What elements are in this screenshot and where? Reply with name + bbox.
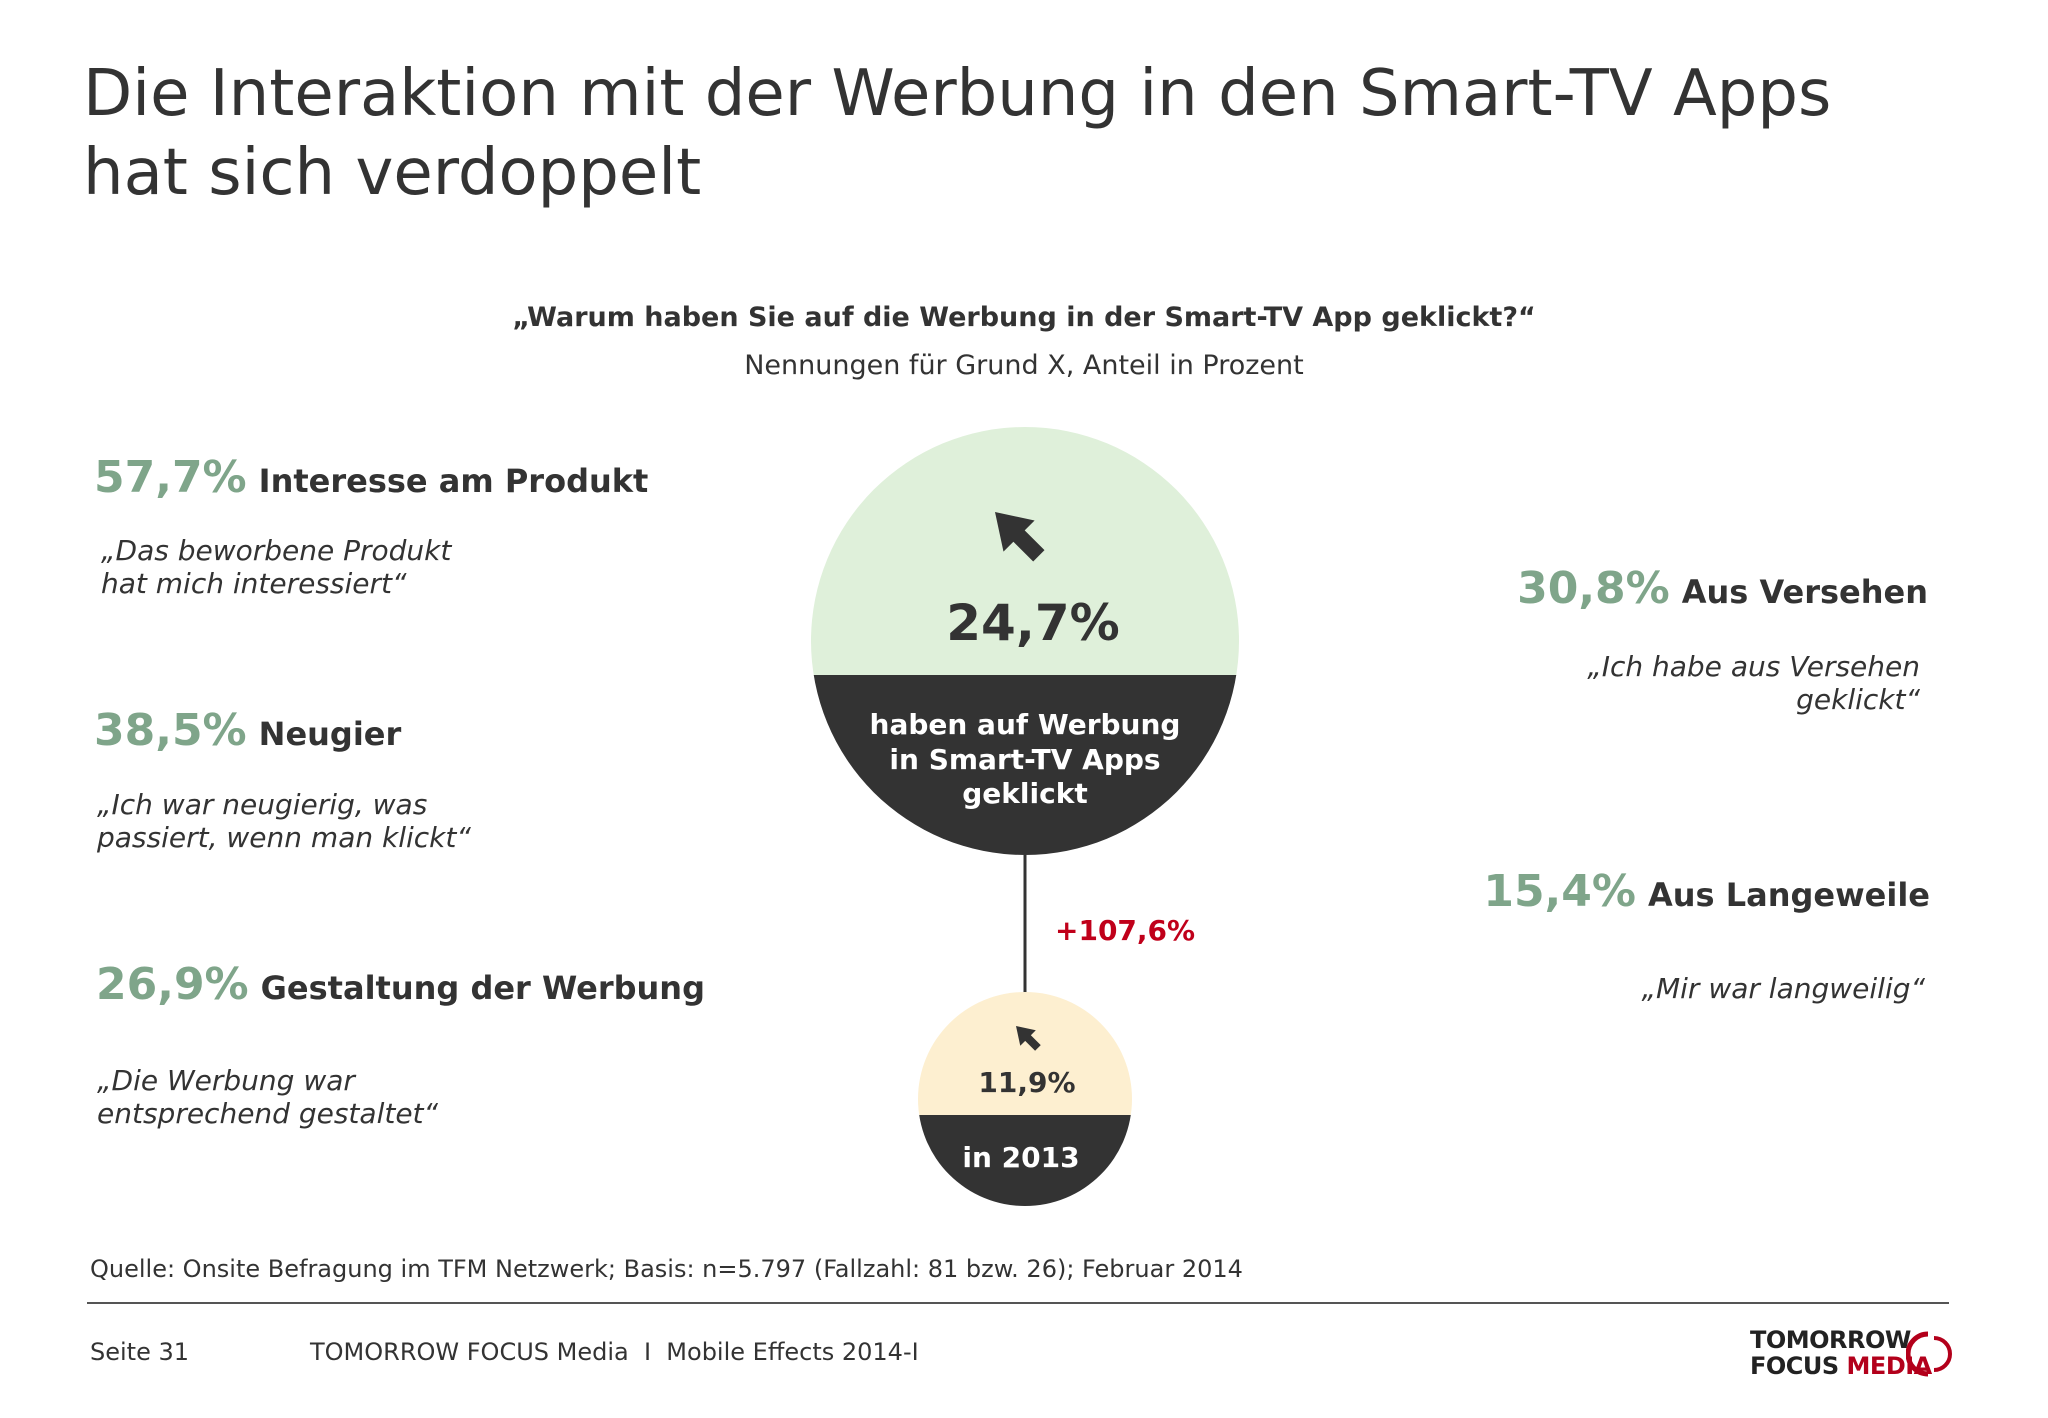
logo-media: MEDIA [1846, 1352, 1933, 1380]
reason-neugier: 38,5% Neugier [94, 705, 401, 756]
reason-gestaltung: 26,9% Gestaltung der Werbung [96, 959, 705, 1010]
cursor-arrow-icon [1016, 1026, 1041, 1051]
title-line-2: hat sich verdoppelt [83, 136, 702, 210]
page-number: Seite 31 [90, 1338, 190, 1366]
reason-percent: 38,5% [94, 705, 247, 756]
reason-label: Interesse am Produkt [258, 462, 649, 500]
big-circle-caption-3: geklickt [962, 777, 1087, 810]
logo-line-2: FOCUS MEDIA [1750, 1353, 1932, 1379]
reason-quote: „Ich habe aus Versehen geklickt“ [1587, 650, 1920, 716]
reason-percent: 15,4% [1483, 866, 1636, 917]
footer-text: TOMORROW FOCUS Media I Mobile Effects 20… [310, 1338, 919, 1366]
reason-label: Aus Langeweile [1647, 876, 1930, 914]
small-circle [918, 992, 1132, 1206]
survey-subtitle: Nennungen für Grund X, Anteil in Prozent [744, 350, 1304, 381]
reason-langeweile: 15,4% Aus Langeweile [1400, 866, 1930, 917]
source-note: Quelle: Onsite Befragung im TFM Netzwerk… [90, 1255, 1243, 1283]
reason-percent: 57,7% [94, 452, 247, 503]
big-circle-value: 24,7% [946, 594, 1119, 652]
big-circle-caption-2: in Smart-TV Apps [889, 743, 1160, 776]
cursor-arrow-icon [995, 512, 1045, 562]
small-circle-caption: in 2013 [962, 1141, 1079, 1174]
reason-percent: 26,9% [96, 959, 249, 1010]
reason-versehen: 30,8% Aus Versehen [1400, 563, 1928, 614]
reason-quote: „Das beworbene Produkt hat mich interess… [101, 534, 452, 600]
survey-question: „Warum haben Sie auf die Werbung in der … [512, 302, 1536, 333]
logo-focus: FOCUS [1750, 1352, 1839, 1380]
reason-quote: „Mir war langweilig“ [1641, 972, 1925, 1005]
reason-label: Aus Versehen [1681, 573, 1928, 611]
logo-line-1: TOMORROW [1750, 1326, 1911, 1354]
reason-interesse: 57,7% Interesse am Produkt [94, 452, 648, 503]
footer-divider [87, 1302, 1949, 1304]
reason-percent: 30,8% [1517, 563, 1670, 614]
title-line-1: Die Interaktion mit der Werbung in den S… [83, 57, 1832, 131]
reason-label: Gestaltung der Werbung [260, 969, 705, 1007]
reason-quote: „Ich war neugierig, was passiert, wenn m… [97, 788, 471, 854]
big-circle-caption-1: haben auf Werbung [870, 708, 1181, 741]
reason-quote: „Die Werbung war entsprechend gestaltet“ [97, 1064, 439, 1130]
logo-ring-icon [1906, 1331, 1952, 1377]
page-title: Die Interaktion mit der Werbung in den S… [83, 55, 1983, 213]
small-circle-value: 11,9% [978, 1066, 1075, 1099]
growth-label: +107,6% [1055, 914, 1196, 947]
reason-label: Neugier [258, 715, 402, 753]
